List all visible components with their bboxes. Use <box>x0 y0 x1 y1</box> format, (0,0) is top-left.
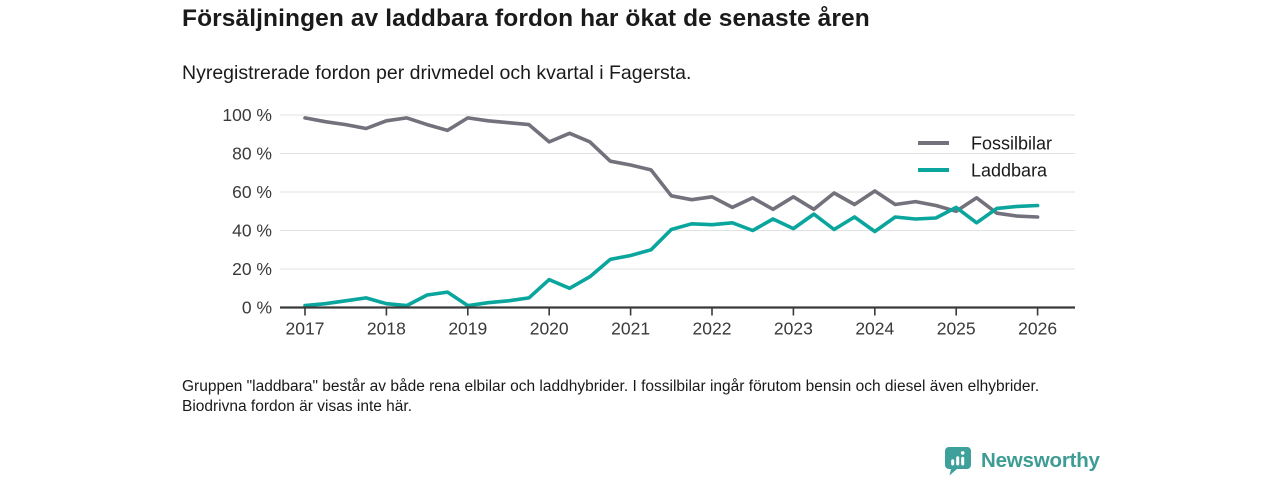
y-axis-label: 20 % <box>232 259 272 279</box>
series-line-fossilbilar <box>303 116 1040 219</box>
x-axis-label: 2021 <box>611 319 650 339</box>
x-axis-label: 2020 <box>530 319 569 339</box>
chart-subtitle: Nyregistrerade fordon per drivmedel och … <box>182 62 692 84</box>
newsworthy-brand: Newsworthy <box>944 446 1100 476</box>
x-axis-label: 2025 <box>937 319 976 339</box>
y-axis-label: 0 % <box>242 298 272 318</box>
line-chart-svg: 2017 2018 2019 2020 2021 2022 2023 2024 2025 2026… <box>222 105 1075 339</box>
y-axis-label: 80 % <box>232 144 272 164</box>
x-axis-label: 2017 <box>286 319 325 339</box>
y-axis-label: 100 % <box>222 105 272 125</box>
bar-small <box>951 459 955 466</box>
y-axis-label: 40 % <box>232 221 272 241</box>
bar-medium <box>956 456 960 466</box>
exclamation-bar <box>961 456 965 466</box>
x-axis-label: 2026 <box>1018 319 1057 339</box>
brand-wordmark: Newsworthy <box>981 449 1100 472</box>
exclamation-dot <box>960 451 965 455</box>
legend-label-laddbara: Laddbara <box>971 161 1048 181</box>
y-axis-label: 60 % <box>232 182 272 202</box>
x-axis-label: 2019 <box>448 319 487 339</box>
legend-label-fossilbilar: Fossilbilar <box>971 134 1052 154</box>
line-chart: 2017 2018 2019 2020 2021 2022 2023 2024 2025 2026… <box>180 100 1090 345</box>
x-axis-label: 2023 <box>774 319 813 339</box>
x-axis-label: 2018 <box>367 319 406 339</box>
bar-chart-pin-icon <box>945 447 971 476</box>
x-axis-label: 2022 <box>693 319 732 339</box>
x-axis-label: 2024 <box>855 319 894 339</box>
page-title: Försäljningen av laddbara fordon har öka… <box>182 5 870 32</box>
chart-footnote: Gruppen "laddbara" består av både rena e… <box>182 378 1040 416</box>
series-line-laddbara <box>303 203 1040 308</box>
